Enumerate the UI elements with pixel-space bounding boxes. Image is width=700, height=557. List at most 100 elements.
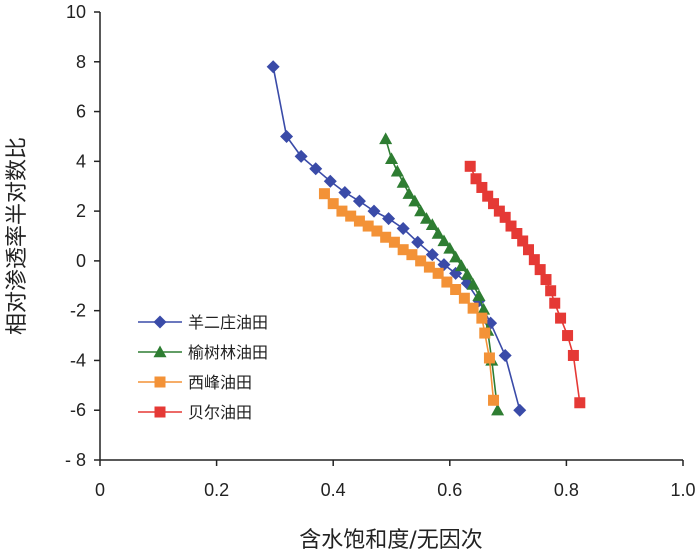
data-point bbox=[411, 235, 425, 249]
legend-label: 榆树林油田 bbox=[188, 343, 268, 362]
data-point bbox=[309, 162, 323, 176]
legend-item-4: 贝尔油田 bbox=[138, 403, 252, 422]
data-point bbox=[380, 231, 392, 243]
y-tick-label: 8 bbox=[76, 52, 86, 72]
y-tick-label: -6 bbox=[70, 400, 86, 420]
data-point bbox=[362, 220, 374, 232]
data-point bbox=[406, 249, 418, 261]
data-point bbox=[450, 284, 462, 296]
data-point bbox=[432, 267, 444, 279]
data-point bbox=[388, 236, 400, 248]
data-point bbox=[488, 198, 500, 210]
y-tick-label: 2 bbox=[76, 201, 86, 221]
data-point bbox=[540, 274, 552, 286]
legend-item-2: 榆树林油田 bbox=[138, 343, 268, 362]
data-point bbox=[266, 60, 280, 74]
data-point bbox=[555, 312, 567, 324]
legend-item-1: 羊二庄油田 bbox=[138, 313, 268, 332]
data-point bbox=[352, 194, 366, 208]
data-point bbox=[323, 174, 337, 188]
data-point bbox=[423, 261, 435, 273]
y-tick-label: 4 bbox=[76, 151, 86, 171]
x-tick-label: 0.6 bbox=[437, 480, 462, 500]
legend-marker bbox=[154, 406, 166, 418]
ticks: 0 0.2 0.4 0.6 0.8 1.0 - 8 -6 -4 -2 0 2 4 6 8 10 bbox=[65, 2, 696, 500]
data-point bbox=[574, 397, 586, 409]
data-point bbox=[454, 259, 468, 272]
data-point bbox=[482, 190, 494, 202]
data-point bbox=[371, 225, 383, 237]
y-tick-label: -4 bbox=[70, 350, 86, 370]
data-point bbox=[511, 228, 523, 240]
data-point bbox=[562, 330, 574, 342]
series-layer bbox=[266, 60, 586, 417]
y-tick-label: - 8 bbox=[65, 450, 86, 470]
data-point bbox=[336, 205, 348, 217]
data-point bbox=[472, 289, 486, 301]
y-tick-label: 6 bbox=[76, 102, 86, 122]
series-line bbox=[469, 165, 581, 403]
x-axis-title: 含水饱和度/无因次 bbox=[299, 528, 482, 553]
data-point bbox=[545, 285, 557, 297]
data-point bbox=[379, 132, 393, 145]
y-tick-label: -2 bbox=[70, 301, 86, 321]
data-point bbox=[479, 327, 491, 339]
data-point bbox=[318, 188, 330, 200]
data-point bbox=[466, 278, 480, 290]
series-4 bbox=[464, 160, 586, 409]
data-point bbox=[385, 152, 398, 165]
data-point bbox=[390, 164, 404, 177]
data-point bbox=[402, 187, 416, 199]
data-point bbox=[327, 198, 339, 210]
data-point bbox=[425, 248, 439, 262]
axes bbox=[99, 12, 683, 461]
data-point bbox=[476, 181, 488, 193]
data-point bbox=[498, 348, 512, 362]
legend-marker bbox=[154, 376, 166, 388]
data-point bbox=[513, 403, 527, 417]
x-tick-label: 0.8 bbox=[554, 480, 579, 500]
data-point bbox=[523, 244, 535, 256]
data-point bbox=[367, 204, 381, 218]
legend-marker bbox=[153, 315, 167, 329]
data-point bbox=[431, 227, 445, 239]
data-point bbox=[528, 254, 540, 266]
legend-label: 贝尔油田 bbox=[188, 403, 252, 422]
data-point bbox=[464, 160, 476, 172]
data-point bbox=[437, 234, 451, 247]
data-point bbox=[458, 292, 470, 304]
data-point bbox=[280, 129, 294, 143]
data-point bbox=[396, 222, 410, 236]
data-point bbox=[414, 204, 428, 217]
data-point bbox=[449, 250, 463, 263]
data-point bbox=[567, 349, 579, 361]
y-axis-title: 相对渗透率半对数比 bbox=[5, 137, 30, 335]
data-point bbox=[415, 255, 427, 267]
data-point bbox=[425, 218, 439, 230]
legend-label: 羊二庄油田 bbox=[188, 313, 268, 332]
data-point bbox=[467, 302, 479, 314]
data-point bbox=[470, 173, 482, 185]
legend-label: 西峰油田 bbox=[188, 373, 252, 392]
data-point bbox=[345, 210, 357, 222]
x-tick-label: 0 bbox=[95, 480, 105, 500]
data-point bbox=[338, 185, 352, 199]
data-point bbox=[294, 149, 308, 163]
data-point bbox=[460, 268, 474, 280]
data-point bbox=[476, 312, 488, 324]
series-3 bbox=[318, 188, 500, 406]
data-point bbox=[408, 194, 422, 207]
legend-marker bbox=[153, 345, 167, 358]
data-point bbox=[505, 220, 517, 232]
data-point bbox=[441, 276, 453, 288]
x-tick-label: 1.0 bbox=[670, 480, 695, 500]
y-tick-label: 0 bbox=[76, 251, 86, 271]
data-point bbox=[517, 235, 529, 247]
data-point bbox=[493, 205, 505, 217]
data-point bbox=[491, 403, 505, 416]
data-point bbox=[382, 212, 396, 226]
data-point bbox=[488, 394, 500, 406]
